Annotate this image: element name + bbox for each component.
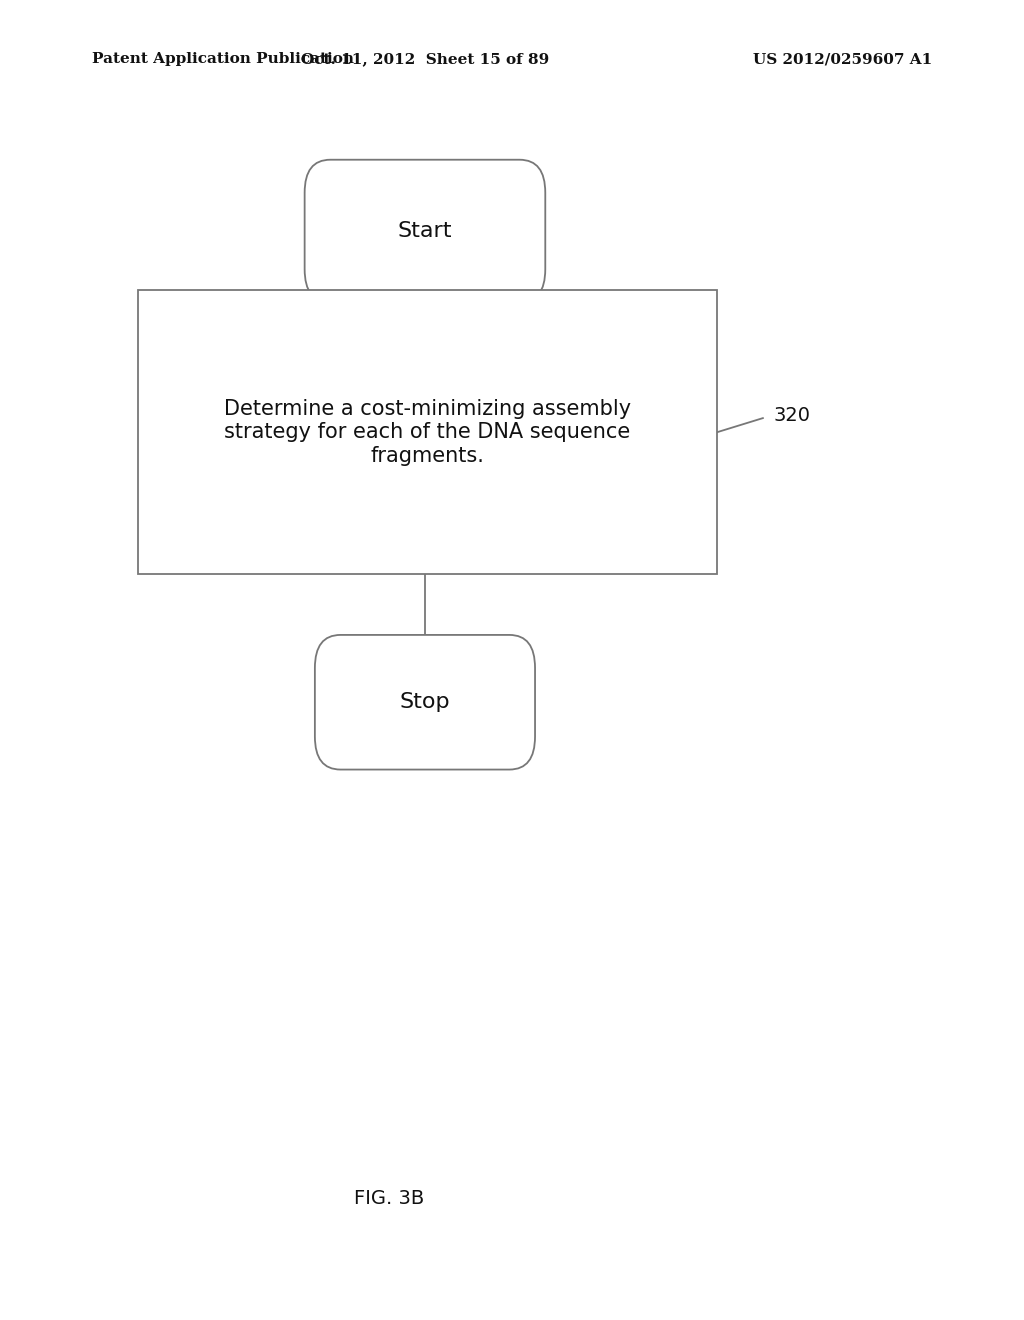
Text: Stop: Stop: [399, 692, 451, 713]
Text: FIG. 3B: FIG. 3B: [354, 1189, 424, 1208]
Text: Determine a cost-minimizing assembly
strategy for each of the DNA sequence
fragm: Determine a cost-minimizing assembly str…: [224, 399, 631, 466]
FancyBboxPatch shape: [314, 635, 535, 770]
Bar: [138, 290, 717, 574]
Text: Start: Start: [397, 220, 453, 242]
Text: Oct. 11, 2012  Sheet 15 of 89: Oct. 11, 2012 Sheet 15 of 89: [301, 53, 549, 66]
Text: 320: 320: [773, 405, 810, 425]
FancyBboxPatch shape: [305, 160, 545, 302]
Text: US 2012/0259607 A1: US 2012/0259607 A1: [753, 53, 932, 66]
Text: Patent Application Publication: Patent Application Publication: [92, 53, 354, 66]
